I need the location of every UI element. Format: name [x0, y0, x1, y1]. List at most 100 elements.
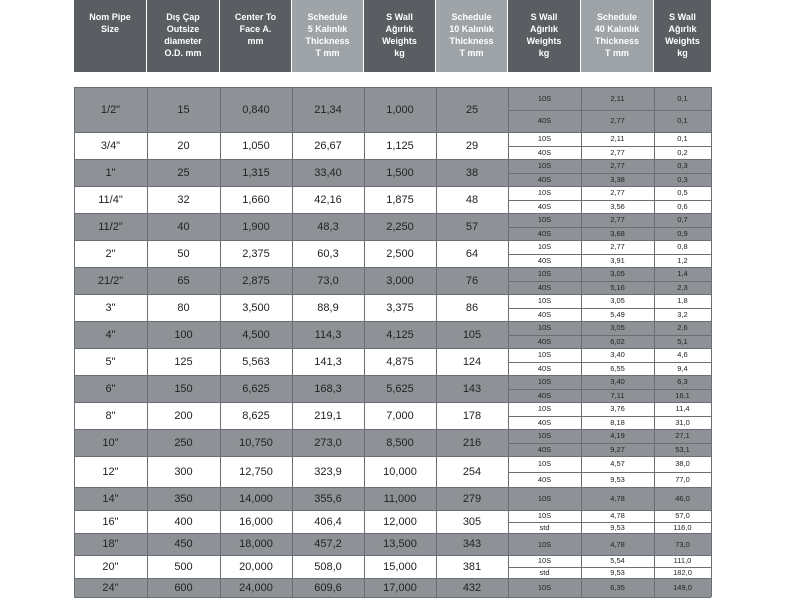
table-row — [74, 533, 711, 555]
sub-thickness: 4,78 — [610, 511, 625, 521]
table-row — [74, 555, 711, 578]
table-row — [74, 456, 711, 487]
sub-schedule: 40S — [537, 444, 552, 454]
cell-schedule-5-thickness: 355,6 — [314, 492, 342, 505]
cell-schedule-10-thickness: 279 — [462, 492, 482, 505]
cell-nom-pipe-size: 5" — [105, 355, 116, 368]
sub-thickness: 4,19 — [610, 431, 625, 441]
sub-thickness: 5,49 — [610, 309, 625, 319]
cell-s-wall-weight: 2,500 — [386, 247, 414, 260]
sub-thickness: 4,57 — [610, 459, 625, 469]
sub-row-divider — [508, 110, 711, 111]
sub-weight: 57,0 — [675, 511, 690, 521]
table-row — [74, 402, 711, 429]
cell-schedule-5-thickness: 88,9 — [317, 301, 339, 314]
sub-thickness: 9,27 — [610, 444, 625, 454]
sub-weight: 111,0 — [673, 556, 692, 566]
sub-thickness: 3,38 — [610, 174, 625, 184]
sub-thickness: 8,18 — [610, 417, 625, 427]
sub-thickness: 3,76 — [610, 404, 625, 414]
cell-center-to-face: 8,625 — [242, 409, 270, 422]
cell-nom-pipe-size: 20" — [102, 560, 119, 573]
sub-schedule: 40S — [537, 228, 552, 238]
cell-schedule-5-thickness: 21,34 — [314, 103, 342, 116]
sub-schedule: 40S — [537, 474, 552, 484]
sub-thickness: 5,54 — [610, 556, 625, 566]
header-nom-pipe-size: Nom Pipe Size — [74, 0, 146, 72]
sub-row-divider — [508, 443, 711, 444]
sub-thickness: 2,77 — [610, 242, 625, 252]
sub-schedule: 40S — [537, 417, 552, 427]
cell-center-to-face: 24,000 — [239, 581, 273, 594]
row-divider — [74, 578, 711, 579]
sub-weight: 0,5 — [677, 188, 688, 198]
row-divider — [74, 375, 711, 376]
cell-outside-diameter: 40 — [177, 220, 190, 233]
cell-schedule-5-thickness: 73,0 — [317, 274, 339, 287]
row-divider — [74, 87, 711, 88]
row-divider — [74, 240, 711, 241]
sub-row-divider — [508, 567, 711, 568]
sub-schedule: 10S — [537, 377, 552, 387]
sub-thickness: 4,78 — [610, 539, 625, 549]
row-divider — [74, 456, 711, 457]
sub-schedule: 10S — [537, 134, 552, 144]
sub-schedule: 10S — [537, 556, 552, 566]
column-divider — [654, 87, 655, 597]
cell-schedule-10-thickness: 29 — [465, 139, 479, 152]
sub-weight: 27,1 — [675, 431, 690, 441]
cell-s-wall-weight: 1,125 — [386, 139, 414, 152]
sub-thickness: 4,78 — [610, 494, 625, 503]
sub-thickness: 3,40 — [610, 377, 625, 387]
cell-schedule-10-thickness: 254 — [462, 465, 482, 478]
table-row — [74, 240, 711, 267]
table-row — [74, 429, 711, 456]
column-divider — [581, 87, 582, 597]
cell-s-wall-weight: 3,000 — [386, 274, 414, 287]
sub-row-divider — [508, 281, 711, 282]
header-s-wall-weight-1: S Wall Ağırlık Weights kg — [364, 0, 435, 72]
sub-weight: 0,1 — [677, 116, 688, 126]
sub-weight: 2,3 — [677, 282, 688, 292]
sub-weight: 0,6 — [677, 201, 688, 211]
sub-weight: 5,1 — [677, 336, 688, 346]
sub-thickness: 2,77 — [610, 116, 625, 126]
sub-thickness: 3,05 — [610, 296, 625, 306]
cell-center-to-face: 14,000 — [239, 492, 273, 505]
cell-schedule-5-thickness: 273,0 — [314, 436, 342, 449]
sub-schedule: 10S — [537, 404, 552, 414]
cell-nom-pipe-size: 6" — [105, 382, 116, 395]
cell-nom-pipe-size: 4" — [105, 328, 116, 341]
cell-nom-pipe-size: 8" — [105, 409, 116, 422]
table-row — [74, 186, 711, 213]
cell-center-to-face: 4,500 — [242, 328, 270, 341]
sub-thickness: 6,55 — [610, 363, 625, 373]
row-divider — [74, 510, 711, 511]
column-divider — [292, 87, 293, 597]
sub-thickness: 2,11 — [610, 134, 625, 144]
cell-schedule-10-thickness: 381 — [462, 560, 482, 573]
cell-center-to-face: 20,000 — [239, 560, 273, 573]
sub-row-divider — [508, 472, 711, 473]
cell-s-wall-weight: 4,875 — [386, 355, 414, 368]
cell-schedule-5-thickness: 219,1 — [314, 409, 342, 422]
sub-schedule: 40S — [537, 309, 552, 319]
sub-thickness: 2,77 — [610, 161, 625, 171]
sub-weight: 2,6 — [677, 323, 688, 333]
row-divider — [74, 348, 711, 349]
sub-row-divider — [508, 389, 711, 390]
cell-nom-pipe-size: 24" — [102, 581, 119, 594]
sub-schedule: 40S — [537, 363, 552, 373]
sub-row-divider — [508, 173, 711, 174]
cell-schedule-10-thickness: 57 — [465, 220, 479, 233]
row-divider — [74, 487, 711, 488]
header-schedule-40-thickness: Schedule 40 Kalınlık Thickness T mm — [581, 0, 653, 72]
sub-schedule: 40S — [537, 390, 552, 400]
cell-schedule-10-thickness: 86 — [465, 301, 479, 314]
table-row — [74, 578, 711, 597]
column-divider — [436, 87, 437, 597]
cell-center-to-face: 3,500 — [242, 301, 270, 314]
column-divider — [220, 87, 221, 597]
cell-outside-diameter: 80 — [177, 301, 190, 314]
cell-nom-pipe-size: 14" — [102, 492, 119, 505]
